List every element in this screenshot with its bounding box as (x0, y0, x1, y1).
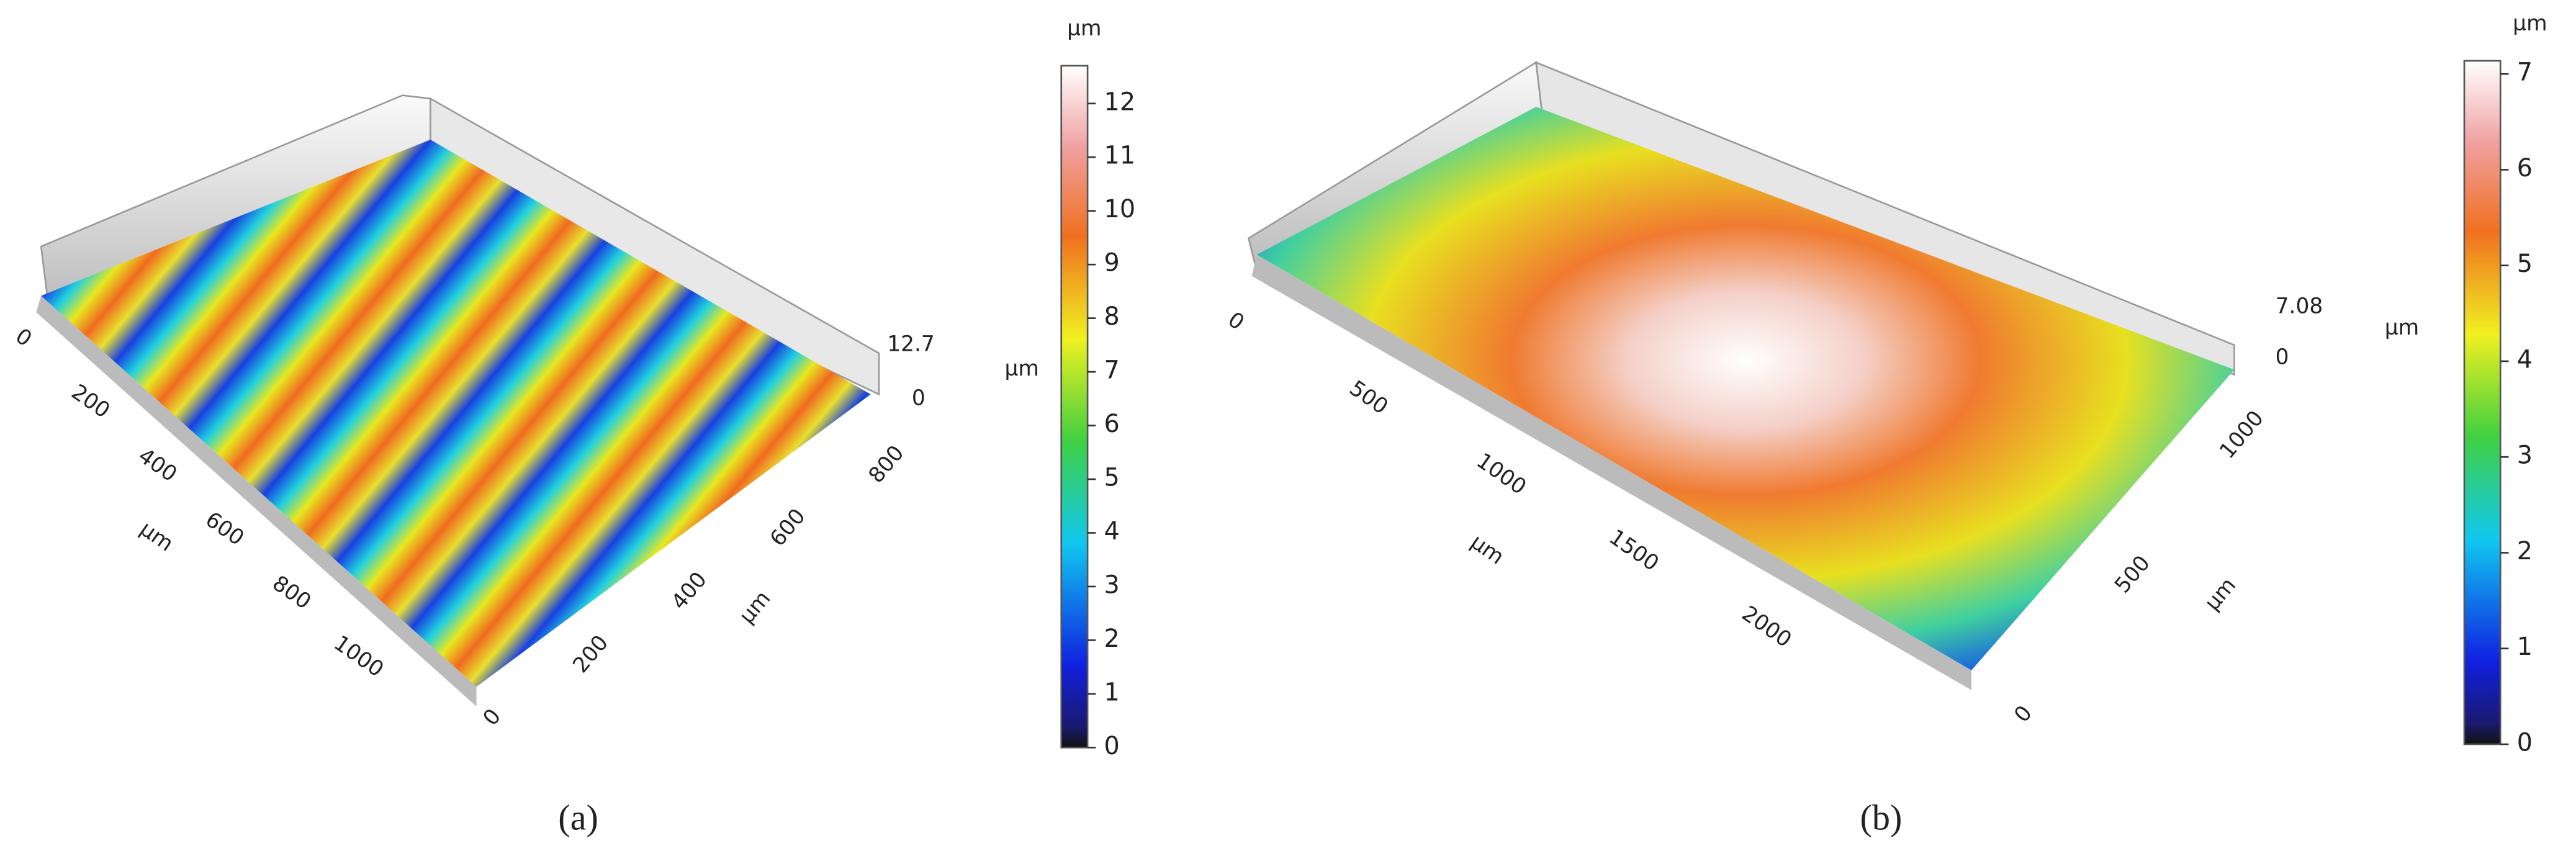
y-tick-label: 1000 (2215, 406, 2269, 464)
colorbar-tick-label: 4 (1104, 517, 1120, 546)
x-tick-label: 1000 (1472, 448, 1531, 500)
z-tick-label: 0 (2276, 345, 2289, 370)
panel-label: (b) (1860, 798, 1903, 838)
x-tick-label: 800 (268, 571, 315, 615)
z-tick-label: 7.08 (2276, 294, 2323, 318)
y-axis-unit: µm (734, 586, 775, 628)
colorbar-tick-label: 0 (1104, 732, 1120, 760)
z-tick-label: 12.7 (887, 331, 935, 356)
colorbar-unit: µm (1067, 16, 1101, 41)
colorbar-tick-label: 5 (1104, 463, 1120, 492)
x-tick-label: 2000 (1737, 601, 1796, 652)
surface-b (1247, 61, 2235, 690)
colorbar-tick-label: 5 (2517, 250, 2533, 278)
x-tick-label: 600 (201, 507, 249, 551)
x-tick-label: 1500 (1605, 525, 1664, 576)
colorbar-tick-label: 6 (2517, 154, 2533, 182)
colorbar-tick-label: 2 (1104, 624, 1120, 653)
y-tick-label: 400 (667, 567, 712, 615)
colorbar-b (2463, 60, 2502, 746)
colorbar-tick-label: 0 (2517, 728, 2533, 757)
y-tick-label: 800 (864, 441, 909, 488)
y-tick-label: 200 (568, 631, 613, 678)
colorbar-tick-label: 10 (1104, 195, 1136, 223)
x-tick-label: 0 (1223, 307, 1249, 335)
y-tick-label: 500 (2110, 551, 2155, 598)
x-tick-label: 0 (11, 323, 36, 351)
y-axis-unit: µm (2200, 573, 2241, 615)
y-tick-label: 0 (478, 704, 506, 730)
z-axis-unit: µm (1005, 356, 1039, 381)
panel-label: (a) (558, 798, 598, 838)
colorbar-tick-label: 6 (1104, 410, 1120, 438)
colorbar-tick-label: 9 (1104, 249, 1120, 277)
colorbar-tick-label: 11 (1104, 142, 1136, 170)
x-axis-unit: µm (135, 516, 178, 557)
colorbar-a (1060, 65, 1089, 749)
colorbar-tick-label: 3 (2517, 441, 2533, 470)
x-tick-label: 1000 (330, 631, 389, 682)
colorbar-tick-label: 8 (1104, 302, 1120, 331)
x-axis-unit: µm (1466, 529, 1508, 570)
x-tick-label: 400 (134, 443, 182, 487)
colorbar-tick-label: 4 (2517, 345, 2533, 374)
colorbar-tick-label: 1 (1104, 678, 1120, 706)
y-tick-label: 0 (2009, 701, 2037, 727)
surface-a (36, 94, 880, 707)
colorbar-unit: µm (2513, 11, 2547, 36)
colorbar-tick-label: 7 (2517, 58, 2533, 87)
z-tick-label: 0 (912, 386, 925, 411)
colorbar-tick-label: 12 (1104, 88, 1136, 116)
y-tick-label: 600 (765, 504, 811, 551)
colorbar-tick-label: 1 (2517, 633, 2533, 661)
colorbar-tick-label: 7 (1104, 356, 1120, 385)
colorbar-tick-label: 2 (2517, 537, 2533, 565)
x-tick-label: 200 (67, 380, 115, 423)
colorbar-tick-label: 3 (1104, 570, 1120, 599)
z-axis-unit: µm (2385, 315, 2419, 340)
x-tick-label: 500 (1345, 376, 1393, 419)
